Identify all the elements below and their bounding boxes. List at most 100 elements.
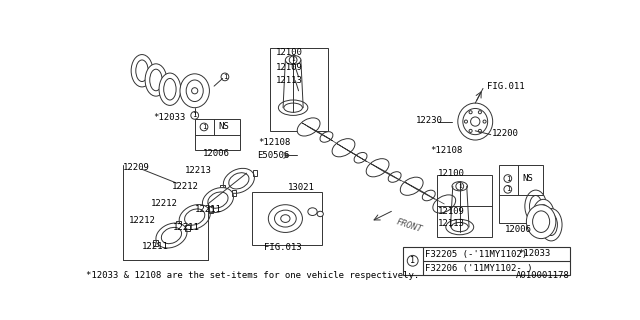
Ellipse shape	[320, 132, 333, 142]
Ellipse shape	[525, 190, 547, 222]
Ellipse shape	[478, 129, 481, 132]
Ellipse shape	[221, 73, 229, 81]
Ellipse shape	[268, 205, 303, 232]
Ellipse shape	[540, 209, 562, 241]
Bar	[209, 206, 213, 212]
Text: 12211: 12211	[142, 242, 169, 251]
Ellipse shape	[150, 69, 162, 91]
Text: 12212: 12212	[129, 216, 156, 225]
Bar	[200, 204, 204, 211]
Ellipse shape	[180, 74, 209, 108]
Ellipse shape	[200, 123, 208, 131]
Text: 1: 1	[193, 112, 197, 118]
Ellipse shape	[452, 182, 467, 191]
Ellipse shape	[532, 211, 550, 232]
Ellipse shape	[202, 188, 234, 212]
Text: FIG.013: FIG.013	[264, 243, 302, 252]
Text: E50506: E50506	[257, 151, 289, 160]
Text: NS: NS	[219, 123, 230, 132]
Ellipse shape	[308, 208, 317, 215]
Ellipse shape	[526, 205, 556, 239]
Ellipse shape	[388, 172, 401, 182]
Ellipse shape	[469, 129, 472, 132]
Bar	[185, 225, 190, 231]
Ellipse shape	[145, 64, 167, 96]
Ellipse shape	[223, 168, 255, 193]
Ellipse shape	[366, 159, 389, 177]
Text: 12212: 12212	[151, 199, 178, 208]
Ellipse shape	[354, 152, 367, 163]
Ellipse shape	[275, 210, 296, 227]
Text: *12108: *12108	[430, 146, 463, 155]
Ellipse shape	[156, 223, 187, 248]
Text: 12006: 12006	[202, 149, 229, 158]
Text: 12211: 12211	[173, 223, 200, 232]
Ellipse shape	[433, 195, 456, 213]
Text: *12033: *12033	[518, 250, 550, 259]
Ellipse shape	[469, 111, 472, 114]
Bar	[195, 119, 239, 150]
Text: 12109: 12109	[438, 207, 465, 216]
Text: 12109: 12109	[276, 63, 303, 72]
Bar	[232, 189, 236, 196]
Ellipse shape	[297, 118, 320, 136]
Ellipse shape	[186, 80, 204, 101]
Text: *12108: *12108	[259, 138, 291, 147]
Text: 12230: 12230	[415, 116, 442, 124]
Ellipse shape	[458, 103, 493, 140]
Ellipse shape	[191, 112, 198, 119]
Ellipse shape	[529, 196, 542, 217]
Bar	[153, 240, 157, 246]
Text: 12100: 12100	[438, 169, 465, 178]
Text: F32206 ('11MY1102- ): F32206 ('11MY1102- )	[425, 264, 532, 273]
Ellipse shape	[463, 108, 488, 135]
Bar	[176, 221, 181, 228]
Text: NS: NS	[522, 174, 533, 183]
Text: 12209: 12209	[123, 163, 150, 172]
Text: 12213: 12213	[184, 166, 211, 175]
Bar	[270, 48, 328, 131]
Ellipse shape	[483, 120, 486, 123]
Ellipse shape	[537, 205, 550, 226]
Text: 1: 1	[223, 74, 227, 80]
Ellipse shape	[532, 199, 554, 232]
Text: 12100: 12100	[276, 48, 303, 57]
Text: *12033: *12033	[154, 113, 186, 122]
Ellipse shape	[451, 222, 468, 232]
Ellipse shape	[131, 55, 153, 87]
Text: 1: 1	[458, 184, 461, 189]
Ellipse shape	[278, 100, 308, 116]
Text: 1: 1	[202, 124, 206, 130]
Ellipse shape	[285, 55, 301, 65]
Ellipse shape	[470, 117, 480, 126]
Ellipse shape	[504, 186, 511, 193]
Ellipse shape	[284, 103, 303, 112]
Text: 12113: 12113	[276, 76, 303, 85]
Bar	[220, 185, 225, 191]
Ellipse shape	[191, 88, 198, 94]
Ellipse shape	[184, 209, 205, 225]
Ellipse shape	[317, 211, 323, 217]
Text: 12212: 12212	[172, 182, 198, 191]
Ellipse shape	[407, 255, 418, 266]
Bar	[499, 165, 543, 223]
Ellipse shape	[164, 78, 176, 100]
Ellipse shape	[422, 190, 435, 201]
Ellipse shape	[504, 175, 511, 182]
Ellipse shape	[208, 192, 228, 208]
Text: 1: 1	[410, 256, 415, 265]
Ellipse shape	[281, 215, 290, 222]
Ellipse shape	[545, 214, 557, 236]
Ellipse shape	[456, 182, 463, 190]
Ellipse shape	[289, 56, 297, 64]
Text: 1: 1	[291, 58, 295, 62]
Ellipse shape	[446, 219, 474, 235]
Text: F32205 (-'11MY1102): F32205 (-'11MY1102)	[425, 250, 527, 259]
Text: 13021: 13021	[288, 182, 315, 191]
Text: A010001178: A010001178	[516, 271, 570, 280]
Ellipse shape	[179, 204, 211, 229]
Text: 1: 1	[506, 176, 510, 181]
Ellipse shape	[478, 111, 481, 114]
Ellipse shape	[228, 173, 249, 189]
Text: 12006: 12006	[505, 225, 532, 234]
